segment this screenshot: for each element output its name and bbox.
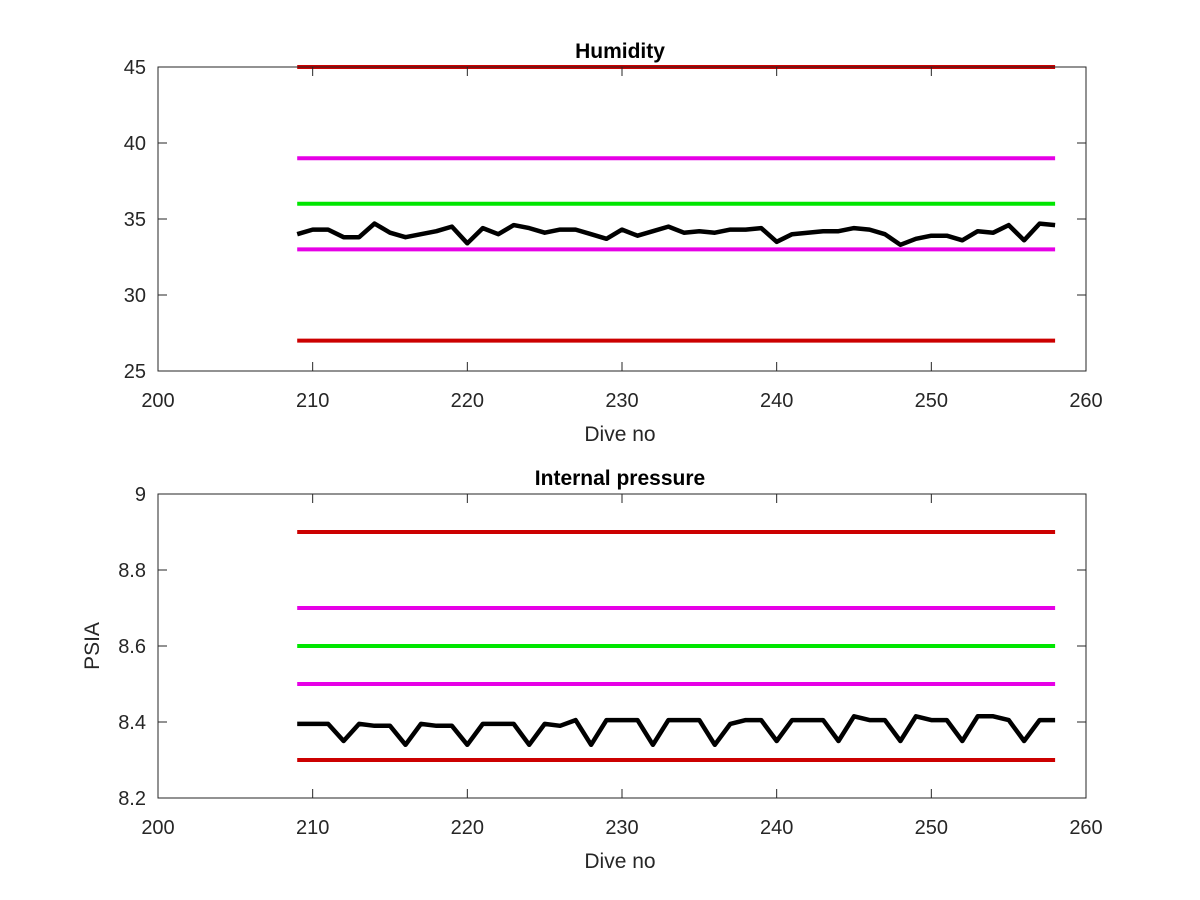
tick-layer: 200 210 220 230 240 250 260 25 30 35 40 45 bbox=[124, 57, 1103, 412]
data-series-line bbox=[296, 221, 1056, 248]
internal-pressure-chart: Internal pressure 200 210 220 230 240 250 260 8… bbox=[81, 467, 1103, 873]
y-tick-label: 8.4 bbox=[118, 712, 146, 734]
x-tick-label: 250 bbox=[915, 390, 948, 412]
x-tick-label: 210 bbox=[296, 817, 329, 839]
tick-layer: 200 210 220 230 240 250 260 8.2 8.4 8.6 8.8 9 bbox=[118, 484, 1103, 839]
x-tick-label: 220 bbox=[451, 817, 484, 839]
series-layer bbox=[297, 530, 1056, 762]
y-axis-label: PSIA bbox=[81, 622, 104, 670]
humidity-chart: Humidity 200 210 220 230 240 250 260 25 30 35 40 45… bbox=[124, 40, 1103, 446]
data-series-line bbox=[297, 714, 1056, 748]
x-tick-label: 240 bbox=[760, 817, 793, 839]
x-axis-label: Dive no bbox=[584, 850, 655, 873]
x-tick-label: 260 bbox=[1069, 817, 1102, 839]
x-axis-label: Dive no bbox=[584, 423, 655, 446]
y-tick-label: 30 bbox=[124, 285, 146, 307]
y-tick-label: 9 bbox=[135, 484, 146, 506]
x-tick-label: 230 bbox=[605, 817, 638, 839]
y-tick-label: 8.8 bbox=[118, 560, 146, 582]
x-tick-label: 250 bbox=[915, 817, 948, 839]
y-tick-label: 45 bbox=[124, 57, 146, 79]
x-tick-label: 230 bbox=[605, 390, 638, 412]
y-tick-label: 35 bbox=[124, 209, 146, 231]
y-tick-label: 40 bbox=[124, 133, 146, 155]
x-tick-label: 240 bbox=[760, 390, 793, 412]
x-tick-label: 200 bbox=[141, 817, 174, 839]
chart-title: Humidity bbox=[575, 40, 665, 63]
x-tick-label: 210 bbox=[296, 390, 329, 412]
x-tick-label: 260 bbox=[1069, 390, 1102, 412]
x-tick-label: 220 bbox=[451, 390, 484, 412]
chart-title: Internal pressure bbox=[535, 467, 705, 490]
x-tick-label: 200 bbox=[141, 390, 174, 412]
y-tick-label: 8.2 bbox=[118, 788, 146, 810]
y-tick-label: 25 bbox=[124, 361, 146, 383]
y-tick-label: 8.6 bbox=[118, 636, 146, 658]
